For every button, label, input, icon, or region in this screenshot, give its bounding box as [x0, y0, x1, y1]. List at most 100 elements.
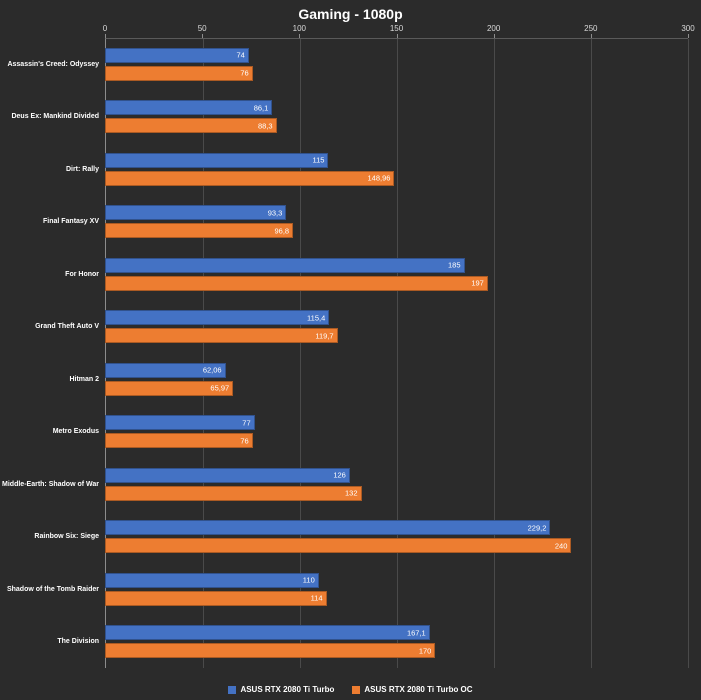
bar-value-label: 119,7	[315, 331, 334, 341]
bar-turbo-oc: 197	[105, 275, 488, 291]
bar-turbo-oc: 76	[105, 65, 253, 81]
chart-row: Middle-Earth: Shadow of War 126 132	[0, 458, 688, 511]
x-tick-label: 200	[486, 24, 501, 33]
category-label: Grand Theft Auto V	[35, 323, 99, 331]
legend: ASUS RTX 2080 Ti Turbo ASUS RTX 2080 Ti T…	[0, 685, 701, 694]
category-label: Final Fantasy XV	[42, 218, 99, 226]
bar-group: 185 197	[105, 248, 688, 301]
bar-group: 126 132	[105, 458, 688, 511]
bar-group: 62,06 65,97	[105, 353, 688, 406]
bar-value-label: 167,1	[406, 628, 426, 638]
bar-value-label: 76	[240, 436, 249, 446]
chart-row: Hitman 2 62,06 65,97	[0, 353, 688, 406]
bar-turbo: 167,1	[105, 625, 430, 641]
bar-value-label: 93,3	[267, 208, 283, 218]
chart-title: Gaming - 1080p	[298, 6, 403, 22]
gridline	[397, 39, 398, 668]
category-label: For Honor	[65, 270, 99, 278]
x-tick-mark	[105, 34, 106, 38]
x-tick-label: 0	[102, 24, 108, 33]
chart-row: Deus Ex: Mankind Divided 86,1 88,3	[0, 91, 688, 144]
bar-value-label: 62,06	[202, 365, 222, 375]
bar-value-label: 132	[345, 488, 358, 498]
gridline	[688, 39, 689, 668]
rows: Assassin's Creed: Odyssey 74 76 Deus Ex: Ma…	[0, 38, 688, 668]
category-label: Middle-Earth: Shadow of War	[2, 480, 99, 488]
bar-value-label: 77	[242, 418, 251, 428]
category-label: Shadow of the Tomb Raider	[6, 585, 99, 593]
bar-turbo-oc: 114	[105, 590, 327, 606]
bar-turbo: 93,3	[105, 205, 287, 221]
chart-row: Assassin's Creed: Odyssey 74 76	[0, 38, 688, 91]
legend-item: ASUS RTX 2080 Ti Turbo OC	[352, 685, 473, 694]
bar-value-label: 115,4	[307, 313, 326, 323]
legend-label: ASUS RTX 2080 Ti Turbo	[240, 685, 335, 694]
bar-turbo: 115,4	[105, 310, 330, 326]
gridline	[203, 39, 204, 668]
chart-row: The Division 167,1 170	[0, 616, 688, 669]
bar-group: 115 148,96	[105, 143, 688, 196]
chart-row: Dirt: Rally 115 148,96	[0, 143, 688, 196]
x-tick-label: 250	[584, 24, 598, 33]
category-label: Metro Exodus	[52, 428, 99, 436]
x-tick-mark	[493, 34, 495, 38]
bar-turbo: 62,06	[105, 362, 226, 378]
bar-turbo-oc: 96,8	[105, 223, 294, 239]
bar-group: 74 76	[105, 38, 688, 91]
bar-value-label: 88,3	[257, 121, 273, 131]
category-label: Rainbow Six: Siege	[34, 533, 99, 541]
x-tick-label: 300	[681, 24, 695, 33]
bar-value-label: 76	[240, 68, 249, 78]
category-label: The Division	[57, 638, 99, 646]
category-label: Assassin's Creed: Odyssey	[7, 60, 99, 68]
bar-turbo-oc: 170	[105, 643, 436, 659]
gridline	[300, 39, 301, 668]
bar-value-label: 197	[471, 278, 484, 288]
bar-turbo: 74	[105, 47, 249, 63]
gridline	[494, 39, 495, 668]
bar-group: 110 114	[105, 563, 688, 616]
bar-turbo-oc: 76	[105, 433, 253, 449]
legend-label: ASUS RTX 2080 Ti Turbo OC	[364, 685, 473, 694]
bar-turbo-oc: 132	[105, 485, 362, 501]
bar-group: 77 76	[105, 406, 688, 459]
x-tick-label: 150	[389, 24, 404, 33]
bar-value-label: 65,97	[210, 383, 230, 393]
chart-row: Rainbow Six: Siege 229,2 240	[0, 511, 688, 564]
bar-turbo-oc: 240	[105, 538, 572, 554]
x-tick-mark	[299, 34, 301, 38]
x-tick-mark	[688, 34, 689, 38]
x-tick-mark	[590, 34, 592, 38]
x-tick-mark	[396, 34, 398, 38]
bar-group: 115,4 119,7	[105, 301, 688, 354]
bar-value-label: 185	[448, 260, 461, 270]
bar-value-label: 86,1	[253, 103, 269, 113]
x-axis: 0 50 100 150 200 250 300	[102, 22, 695, 38]
bar-turbo-oc: 65,97	[105, 380, 234, 396]
x-tick-label: 50	[197, 24, 207, 33]
legend-swatch	[228, 685, 237, 694]
legend-swatch	[352, 685, 361, 694]
bar-turbo-oc: 119,7	[105, 328, 338, 344]
x-tick-label: 100	[292, 24, 307, 33]
bar-value-label: 240	[554, 541, 568, 551]
bar-turbo-oc: 148,96	[105, 170, 395, 186]
bar-value-label: 114	[310, 593, 323, 603]
bar-group: 86,1 88,3	[105, 91, 688, 144]
bar-value-label: 110	[302, 575, 315, 585]
x-tick-mark	[202, 34, 204, 38]
category-label: Deus Ex: Mankind Divided	[11, 113, 99, 121]
bar-group: 167,1 170	[105, 616, 688, 669]
chart-row: Final Fantasy XV 93,3 96,8	[0, 196, 688, 249]
gridline	[591, 39, 592, 668]
plot-area	[105, 38, 689, 668]
bar-group: 229,2 240	[105, 511, 688, 564]
category-label: Dirt: Rally	[65, 165, 99, 173]
bar-turbo: 86,1	[105, 100, 273, 116]
bar-value-label: 229,2	[527, 523, 547, 533]
chart-row: Shadow of the Tomb Raider 110 114	[0, 563, 688, 616]
bar-value-label: 96,8	[274, 226, 290, 236]
bar-value-label: 148,96	[367, 173, 391, 183]
bar-turbo: 77	[105, 415, 255, 431]
